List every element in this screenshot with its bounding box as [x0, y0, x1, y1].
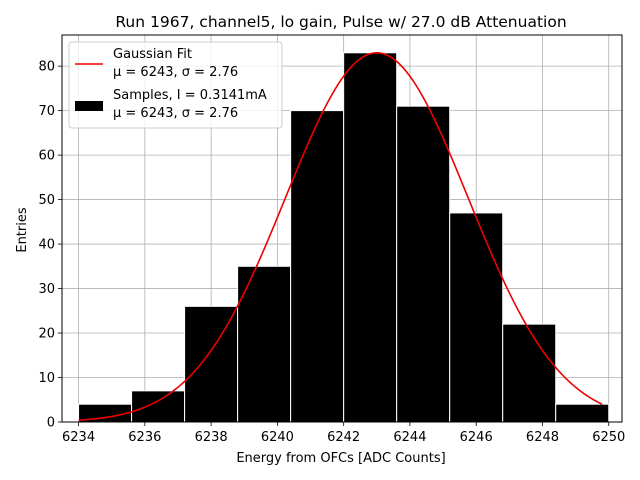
legend-box [68, 41, 283, 129]
legend-samples-params: μ = 6243, σ = 2.76 [113, 106, 238, 121]
histogram-bar [237, 265, 292, 423]
y-tick-label: 0 [47, 416, 55, 431]
histogram-bar [396, 105, 451, 423]
y-tick-label: 60 [38, 149, 55, 164]
histogram-bar [449, 212, 504, 423]
y-tick-label: 80 [38, 60, 55, 75]
y-tick-label: 20 [38, 327, 55, 342]
histogram-bar [502, 323, 557, 423]
gaussian-fit-curve [78, 51, 603, 421]
y-tick-label: 30 [38, 282, 55, 297]
x-tick-label: 6244 [393, 430, 426, 445]
y-tick-label: 70 [38, 104, 55, 119]
x-tick-label: 6242 [327, 430, 360, 445]
y-axis-label: Entries [15, 207, 30, 253]
legend-samples-label: Samples, I = 0.3141mA [113, 88, 267, 103]
x-tick-label: 6250 [592, 430, 625, 445]
x-axis-label: Energy from OFCs [ADC Counts] [236, 451, 445, 466]
y-axis-ticks: 0 10 20 30 40 50 60 70 80 [38, 60, 62, 431]
histogram-bars [78, 52, 610, 423]
histogram-bar [343, 52, 398, 423]
legend-fit-params: μ = 6243, σ = 2.76 [113, 65, 238, 80]
x-axis-ticks: 6234 6236 6238 6240 6242 6244 6246 6248 6250 [62, 422, 625, 445]
x-tick-label: 6236 [128, 430, 161, 445]
histogram-bar [184, 305, 239, 423]
x-tick-label: 6248 [526, 430, 559, 445]
legend-fit-label: Gaussian Fit [113, 47, 192, 62]
x-tick-label: 6234 [62, 430, 95, 445]
histogram-bar [290, 110, 345, 423]
y-tick-label: 50 [38, 193, 55, 208]
histogram-bar [131, 390, 186, 423]
x-tick-label: 6246 [460, 430, 493, 445]
y-tick-label: 40 [38, 238, 55, 253]
gaussian-fit-line [78, 51, 603, 421]
x-tick-label: 6240 [261, 430, 294, 445]
y-tick-label: 10 [38, 371, 55, 386]
chart-title: Run 1967, channel5, lo gain, Pulse w/ 27… [115, 13, 566, 31]
plot-area-frame [61, 34, 623, 423]
x-tick-label: 6238 [195, 430, 228, 445]
legend: Gaussian Fit μ = 6243, σ = 2.76 Samples,… [68, 41, 283, 129]
histogram-bar [555, 403, 610, 423]
legend-samples-patch-swatch [75, 101, 103, 111]
